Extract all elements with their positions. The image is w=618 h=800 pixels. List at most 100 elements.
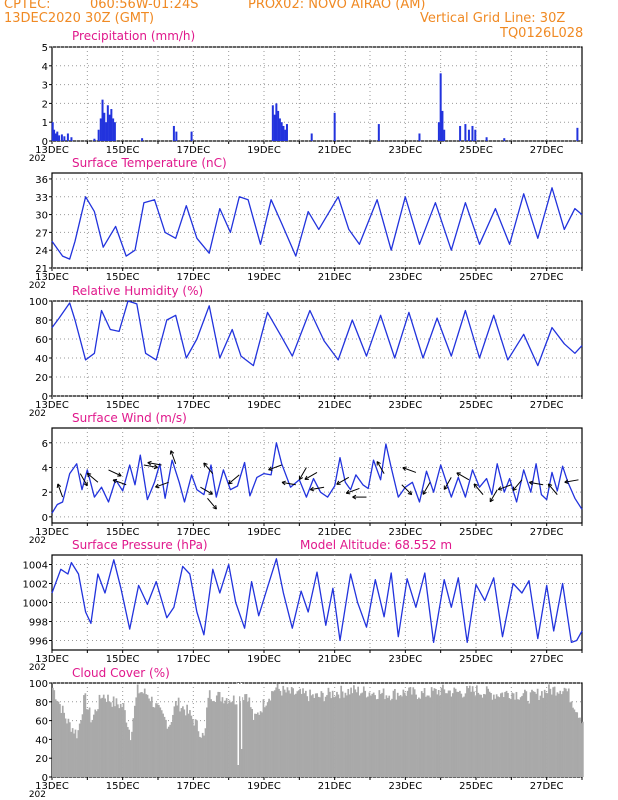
date-tick-label: 23DEC — [388, 781, 422, 792]
cloud-bar — [582, 721, 584, 777]
cloud-bar — [63, 712, 66, 777]
year-label: 202 — [29, 790, 46, 800]
wind-arrow-head — [169, 450, 175, 455]
date-tick-label: 15DEC — [106, 400, 140, 411]
y-tick-label: 36 — [35, 175, 48, 186]
cloud-bar — [152, 707, 155, 777]
precip-bar — [66, 133, 69, 141]
precip-bar — [485, 137, 488, 141]
cloud-bar — [505, 690, 508, 777]
wind-arrow-head — [376, 461, 381, 466]
cloud-bar — [559, 690, 562, 777]
cloud-bar — [118, 708, 121, 777]
cloud-bar — [521, 695, 523, 777]
wind-arrow-head — [117, 472, 122, 477]
cloud-bar — [302, 688, 304, 777]
date-tick-label: 15DEC — [106, 272, 140, 283]
cloud-bar — [247, 701, 249, 777]
date-tick-label: 13DEC — [35, 272, 69, 283]
wind-arrow — [79, 473, 88, 487]
cloud-bar — [443, 689, 446, 777]
wind-arrow-head — [281, 480, 286, 486]
cloud-bar — [225, 698, 228, 777]
precip-bar — [418, 133, 421, 141]
y-tick-label: 40 — [35, 354, 48, 365]
year-label: 202 — [29, 154, 46, 164]
cloud-bar — [285, 692, 287, 777]
wind-arrow — [268, 464, 282, 471]
cloud-bar — [173, 706, 176, 777]
cloud-bar — [300, 693, 303, 777]
wind-arrow-head — [268, 466, 273, 471]
precip-bar — [437, 122, 440, 141]
date-tick-label: 17DEC — [176, 272, 210, 283]
wind-arrow — [207, 498, 217, 510]
precip-bar — [105, 122, 108, 141]
cloud-bar — [241, 697, 244, 777]
wind-arrow-head — [309, 486, 315, 492]
cloud-bar — [158, 705, 160, 777]
y-tick-label: 0 — [42, 773, 48, 784]
wind-arrow — [310, 486, 325, 491]
cloud-bar — [552, 687, 555, 777]
precip-bar — [280, 122, 283, 141]
cloud-bar — [419, 698, 422, 777]
cloud-bar — [165, 719, 167, 777]
precip-bar — [93, 138, 96, 141]
date-tick-label: 21DEC — [318, 272, 352, 283]
cloud-bar — [150, 696, 153, 777]
cloud-bar — [360, 693, 362, 777]
cloud-bar — [576, 712, 579, 777]
cloud-bar — [436, 694, 439, 777]
cloud-bar — [306, 696, 309, 777]
cloud-bar — [95, 711, 98, 777]
cloud-bar — [461, 697, 464, 777]
cloud-bar — [374, 695, 376, 777]
date-tick-label: 25DEC — [459, 527, 493, 538]
cloud-bar — [416, 699, 419, 777]
cloud-bar — [375, 699, 378, 777]
cloud-bar — [516, 699, 519, 777]
cloud-bar — [160, 710, 163, 777]
precip-bar — [108, 114, 111, 141]
wind-arrow-head — [443, 485, 448, 490]
cloud-bar — [476, 685, 478, 777]
cloud-bar — [303, 693, 306, 777]
wind-arrow — [547, 483, 558, 495]
cloud-bar — [337, 694, 340, 777]
cloud-bar — [128, 729, 131, 777]
cloud-bar — [200, 737, 203, 777]
date-tick-label: 21DEC — [318, 654, 352, 665]
cloud-bar — [396, 692, 399, 777]
cloud-bar — [211, 701, 214, 777]
year-label: 202 — [29, 536, 46, 546]
cloud-bar — [316, 693, 319, 777]
cloud-bar — [361, 692, 364, 777]
wind-arrow — [143, 464, 158, 468]
precip-bar — [439, 73, 442, 141]
wind-arrow — [473, 483, 484, 495]
cloud-bar — [536, 688, 539, 777]
cloud-bar — [159, 707, 162, 777]
cloud-bar — [563, 687, 566, 777]
precip-bar — [278, 118, 281, 141]
precip-bar — [284, 129, 287, 141]
y-tick-label: 33 — [35, 193, 48, 204]
precip-bar — [51, 122, 54, 141]
cloud-bar — [206, 707, 208, 777]
date-tick-label: 27DEC — [530, 400, 564, 411]
cloud-bar — [336, 691, 338, 777]
cloud-bar — [512, 693, 515, 777]
cloud-bar — [197, 731, 200, 777]
date-tick-label: 15DEC — [106, 527, 140, 538]
date-tick-label: 19DEC — [247, 654, 281, 665]
rh-line — [51, 300, 583, 367]
wind-arrow — [402, 467, 417, 473]
wind-arrow — [376, 461, 385, 474]
cloud-bar — [145, 694, 147, 777]
cloud-bar — [234, 704, 237, 777]
cloud-bar — [73, 733, 75, 777]
cloud-bar — [276, 683, 279, 777]
cloud-bar — [488, 691, 491, 777]
wind-arrow — [228, 474, 240, 485]
